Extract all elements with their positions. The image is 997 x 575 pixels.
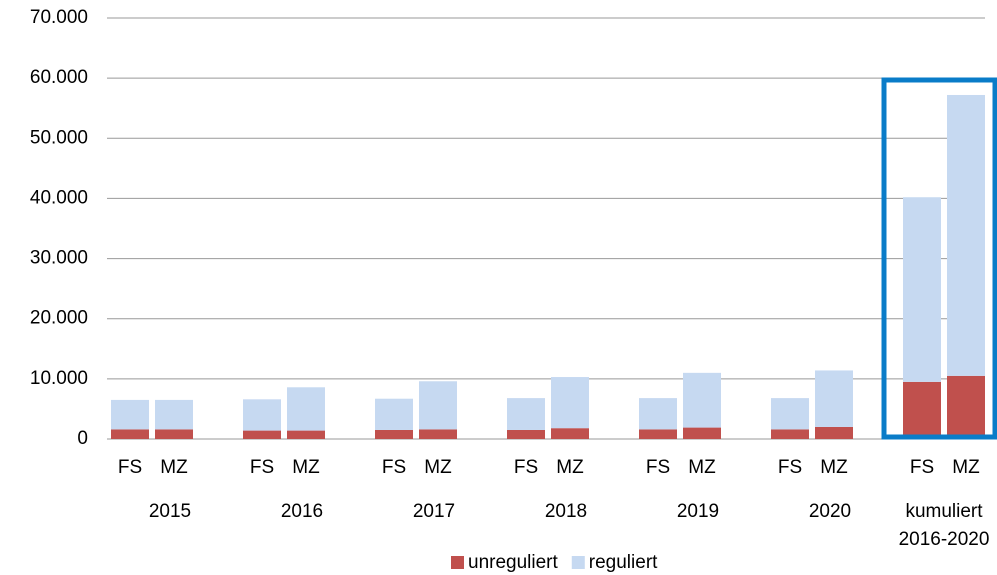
bar-segment bbox=[287, 387, 325, 431]
bar-segment bbox=[639, 429, 677, 439]
bar-segment bbox=[639, 398, 677, 430]
y-tick-label: 20.000 bbox=[30, 308, 88, 329]
bar-segment bbox=[815, 370, 853, 427]
legend-label: unreguliert bbox=[468, 552, 558, 573]
bar-segment bbox=[287, 430, 325, 439]
bar-segment bbox=[155, 429, 193, 439]
bar-segment bbox=[903, 197, 941, 382]
y-tick-label: 50.000 bbox=[30, 127, 88, 148]
bar-segment bbox=[683, 372, 721, 428]
x-tick-label: MZ bbox=[820, 457, 848, 478]
bar-segment bbox=[507, 398, 545, 430]
bar-segment bbox=[111, 429, 149, 439]
x-tick-label: FS bbox=[910, 457, 934, 478]
y-tick-label: 0 bbox=[77, 428, 88, 449]
group-label: 2020 bbox=[809, 501, 851, 522]
bar-segment bbox=[683, 427, 721, 439]
bar-segment bbox=[903, 381, 941, 439]
bar-segment bbox=[771, 429, 809, 439]
x-tick-label: FS bbox=[118, 457, 142, 478]
legend-swatch bbox=[571, 556, 585, 569]
bar-segment bbox=[155, 399, 193, 430]
x-tick-label: FS bbox=[382, 457, 406, 478]
x-tick-label: MZ bbox=[160, 457, 188, 478]
group-label: 2018 bbox=[545, 501, 587, 522]
bar-segment bbox=[947, 94, 985, 376]
bar-segment bbox=[507, 429, 545, 439]
y-tick-label: 40.000 bbox=[30, 187, 88, 208]
group-label: 2016 bbox=[281, 501, 323, 522]
bar-segment bbox=[375, 429, 413, 439]
group-label: 2019 bbox=[677, 501, 719, 522]
bar-segment bbox=[771, 398, 809, 430]
x-tick-label: MZ bbox=[556, 457, 584, 478]
highlight-box bbox=[881, 77, 997, 440]
x-tick-label: FS bbox=[250, 457, 274, 478]
x-tick-label: MZ bbox=[292, 457, 320, 478]
bar-segment bbox=[815, 426, 853, 439]
y-tick-label: 70.000 bbox=[30, 7, 88, 28]
bar-segment bbox=[243, 399, 281, 431]
x-tick-label: MZ bbox=[952, 457, 980, 478]
group-label: 2016-2020 bbox=[899, 529, 990, 550]
x-tick-label: FS bbox=[646, 457, 670, 478]
bar-segment bbox=[419, 381, 457, 430]
bar-segment bbox=[243, 430, 281, 439]
legend-label: reguliert bbox=[589, 552, 658, 573]
bar-segment bbox=[375, 398, 413, 430]
group-label: 2015 bbox=[149, 501, 191, 522]
group-label: kumuliert bbox=[905, 501, 983, 522]
x-tick-label: FS bbox=[778, 457, 802, 478]
group-label: 2017 bbox=[413, 501, 455, 522]
legend-swatch bbox=[451, 556, 464, 569]
bar-segment bbox=[551, 377, 589, 429]
y-tick-label: 60.000 bbox=[30, 67, 88, 88]
bar-segment bbox=[419, 429, 457, 439]
bar-segment bbox=[947, 375, 985, 439]
x-tick-label: FS bbox=[514, 457, 538, 478]
bar-segment bbox=[551, 428, 589, 439]
y-tick-label: 10.000 bbox=[30, 368, 88, 389]
bar-segment bbox=[111, 399, 149, 430]
x-tick-label: MZ bbox=[424, 457, 452, 478]
y-tick-label: 30.000 bbox=[30, 248, 88, 269]
x-tick-label: MZ bbox=[688, 457, 716, 478]
